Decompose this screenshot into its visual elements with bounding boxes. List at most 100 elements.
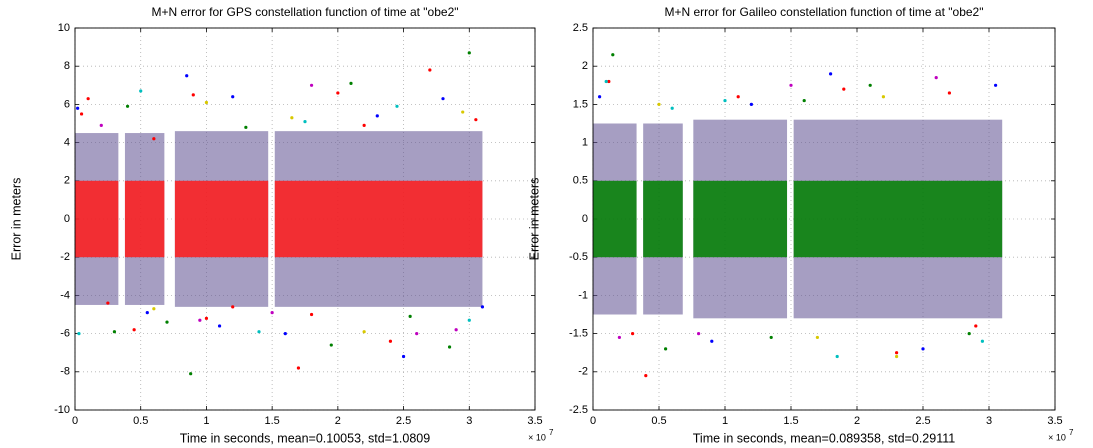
data-point [204,100,209,105]
data-point [644,374,648,378]
y-tick-label: -1 [578,289,588,301]
y-tick-label: 6 [64,98,70,110]
x-tick-label: 0 [590,415,596,427]
data-point [125,104,130,108]
data-point [395,104,399,108]
data-point [349,81,353,85]
data-point [697,332,701,336]
y-tick-label: -0.5 [569,251,588,263]
x-tick-label: 0.5 [651,415,666,427]
data-point [309,83,314,87]
data-point [921,347,925,351]
data-point [198,318,202,322]
data-point [769,335,773,340]
x-tick-label: 1.5 [783,415,798,427]
chart-title: M+N error for GPS constellation function… [152,5,459,19]
x-multiplier-exponent: 7 [1069,428,1074,437]
data-point [152,137,156,141]
axes-box [592,27,1056,411]
data-point [139,89,143,93]
x-tick-label: 3 [466,415,472,427]
axes-box [74,27,536,411]
y-tick-label: 2 [582,60,588,72]
y-tick-label: 0 [582,213,588,225]
data-point [710,339,714,343]
data-point [296,366,301,370]
data-point [749,102,754,106]
data-point [980,339,985,343]
y-tick-label: -10 [54,404,70,416]
data-point [835,354,839,359]
data-point [185,74,189,78]
data-point [842,87,846,91]
data-point [283,332,287,336]
y-tick-label: -4 [60,289,70,301]
data-point [802,98,806,103]
x-axis-label: Time in seconds, mean=0.10053, std=1.080… [180,431,430,445]
data-point [415,332,419,336]
data-point [165,320,169,324]
y-tick-label: 1.5 [573,98,588,110]
data-point [723,98,727,103]
data-point [829,72,833,76]
data-point [106,301,110,305]
data-point [244,125,248,129]
data-point [257,330,261,334]
data-point [231,95,235,99]
y-tick-label: -8 [60,366,70,378]
error-core [643,180,683,258]
data-point [474,118,478,122]
data-point [270,310,274,315]
data-point [441,97,445,101]
data-point [607,79,611,84]
y-tick-label: -6 [60,328,70,340]
data-point [189,372,193,376]
data-point [454,328,458,332]
data-point [947,91,952,95]
data-point [79,112,84,116]
data-point [86,97,90,101]
data-point [290,116,294,120]
data-point [362,330,366,334]
error-core [693,180,788,258]
data-point [447,345,452,349]
y-tick-label: 8 [64,60,70,72]
y-tick-label: 2.5 [573,22,588,34]
data-point [76,106,80,110]
data-point [670,106,674,110]
data-point [231,305,235,309]
data-point [657,102,661,106]
data-point [336,91,340,95]
data-point [303,119,307,124]
data-point [204,316,209,320]
data-point [145,310,149,315]
data-point [329,343,333,347]
data-point [895,354,899,359]
error-core [174,180,269,258]
data-point [152,307,156,311]
data-point [217,324,222,328]
x-tick-label: 0.5 [133,415,148,427]
data-point [401,354,406,359]
data-point [604,79,608,84]
x-tick-label: 3.5 [1047,415,1062,427]
y-tick-label: -2 [60,251,70,263]
data-point [815,335,820,340]
x-tick-label: 0 [72,415,78,427]
x-multiplier: × 10 [1048,432,1066,442]
y-tick-label: 0 [64,213,70,225]
plot: -2.5 -2 -1.5 -1 -0.5 0 0.5 1 1.5 2 2.5 0 0.5 1 1.5 2 2.5… [527,5,1074,445]
error-core [793,180,1003,258]
data-point [480,305,485,309]
data-point [736,95,740,99]
y-tick-label: -2.5 [569,404,588,416]
data-point [611,53,615,57]
x-tick-label: 3 [986,415,992,427]
error-core [75,180,119,258]
x-tick-label: 3.5 [527,415,542,427]
data-point [309,312,314,317]
x-multiplier-exponent: 7 [549,428,554,437]
data-point [467,318,471,322]
y-axis-label: Error in meters [9,178,23,261]
